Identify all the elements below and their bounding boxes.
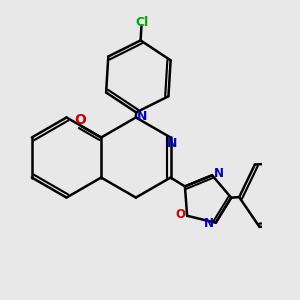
Text: N: N [167,137,177,150]
Text: O: O [176,208,186,221]
Text: O: O [74,113,86,128]
Text: N: N [137,110,147,123]
Text: Cl: Cl [135,16,149,29]
Text: N: N [204,217,214,230]
Text: N: N [214,167,224,180]
